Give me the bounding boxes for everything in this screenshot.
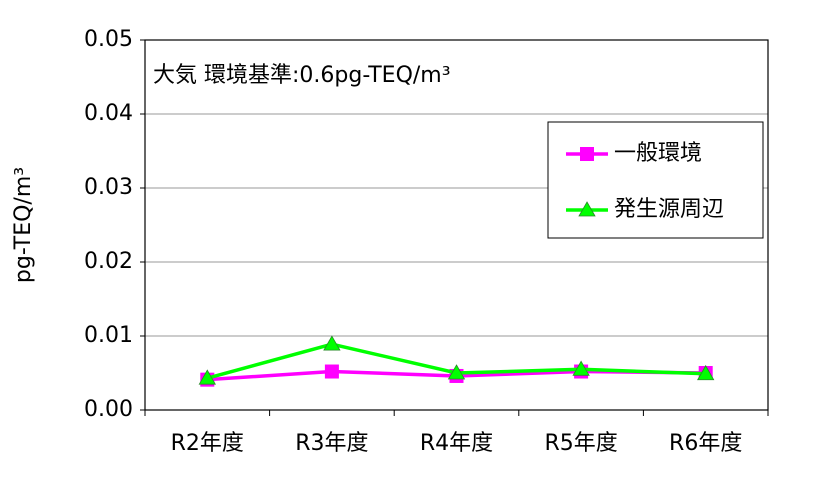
y-axis-label: pg-TEQ/m³ bbox=[11, 167, 36, 283]
point bbox=[697, 364, 715, 381]
annotation: 大気 環境基準:0.6pg-TEQ/m³ bbox=[153, 63, 451, 88]
legend-marker bbox=[578, 201, 596, 217]
point bbox=[572, 360, 590, 376]
legend-box bbox=[547, 121, 764, 239]
y-tick-label: 0.01 bbox=[84, 323, 133, 348]
legend-label: 一般環境 bbox=[614, 141, 702, 166]
plot-border bbox=[144, 39, 769, 411]
y-tick-label: 0.02 bbox=[84, 249, 133, 274]
y-tick-label: 0.05 bbox=[84, 27, 133, 52]
point bbox=[447, 364, 466, 380]
point bbox=[323, 335, 341, 351]
x-tick-label: R2年度 bbox=[171, 431, 244, 456]
point bbox=[324, 364, 339, 379]
y-tick-label: 0.04 bbox=[84, 101, 133, 126]
legend-label: 発生源周辺 bbox=[614, 197, 724, 222]
y-tick-label: 0.00 bbox=[84, 397, 133, 422]
point bbox=[198, 369, 216, 385]
x-tick-label: R4年度 bbox=[420, 431, 493, 456]
x-tick-label: R3年度 bbox=[295, 431, 368, 456]
y-tick-label: 0.03 bbox=[84, 175, 133, 200]
x-tick-label: R6年度 bbox=[669, 431, 742, 456]
x-tick-label: R5年度 bbox=[544, 431, 617, 456]
legend-marker bbox=[580, 147, 594, 161]
